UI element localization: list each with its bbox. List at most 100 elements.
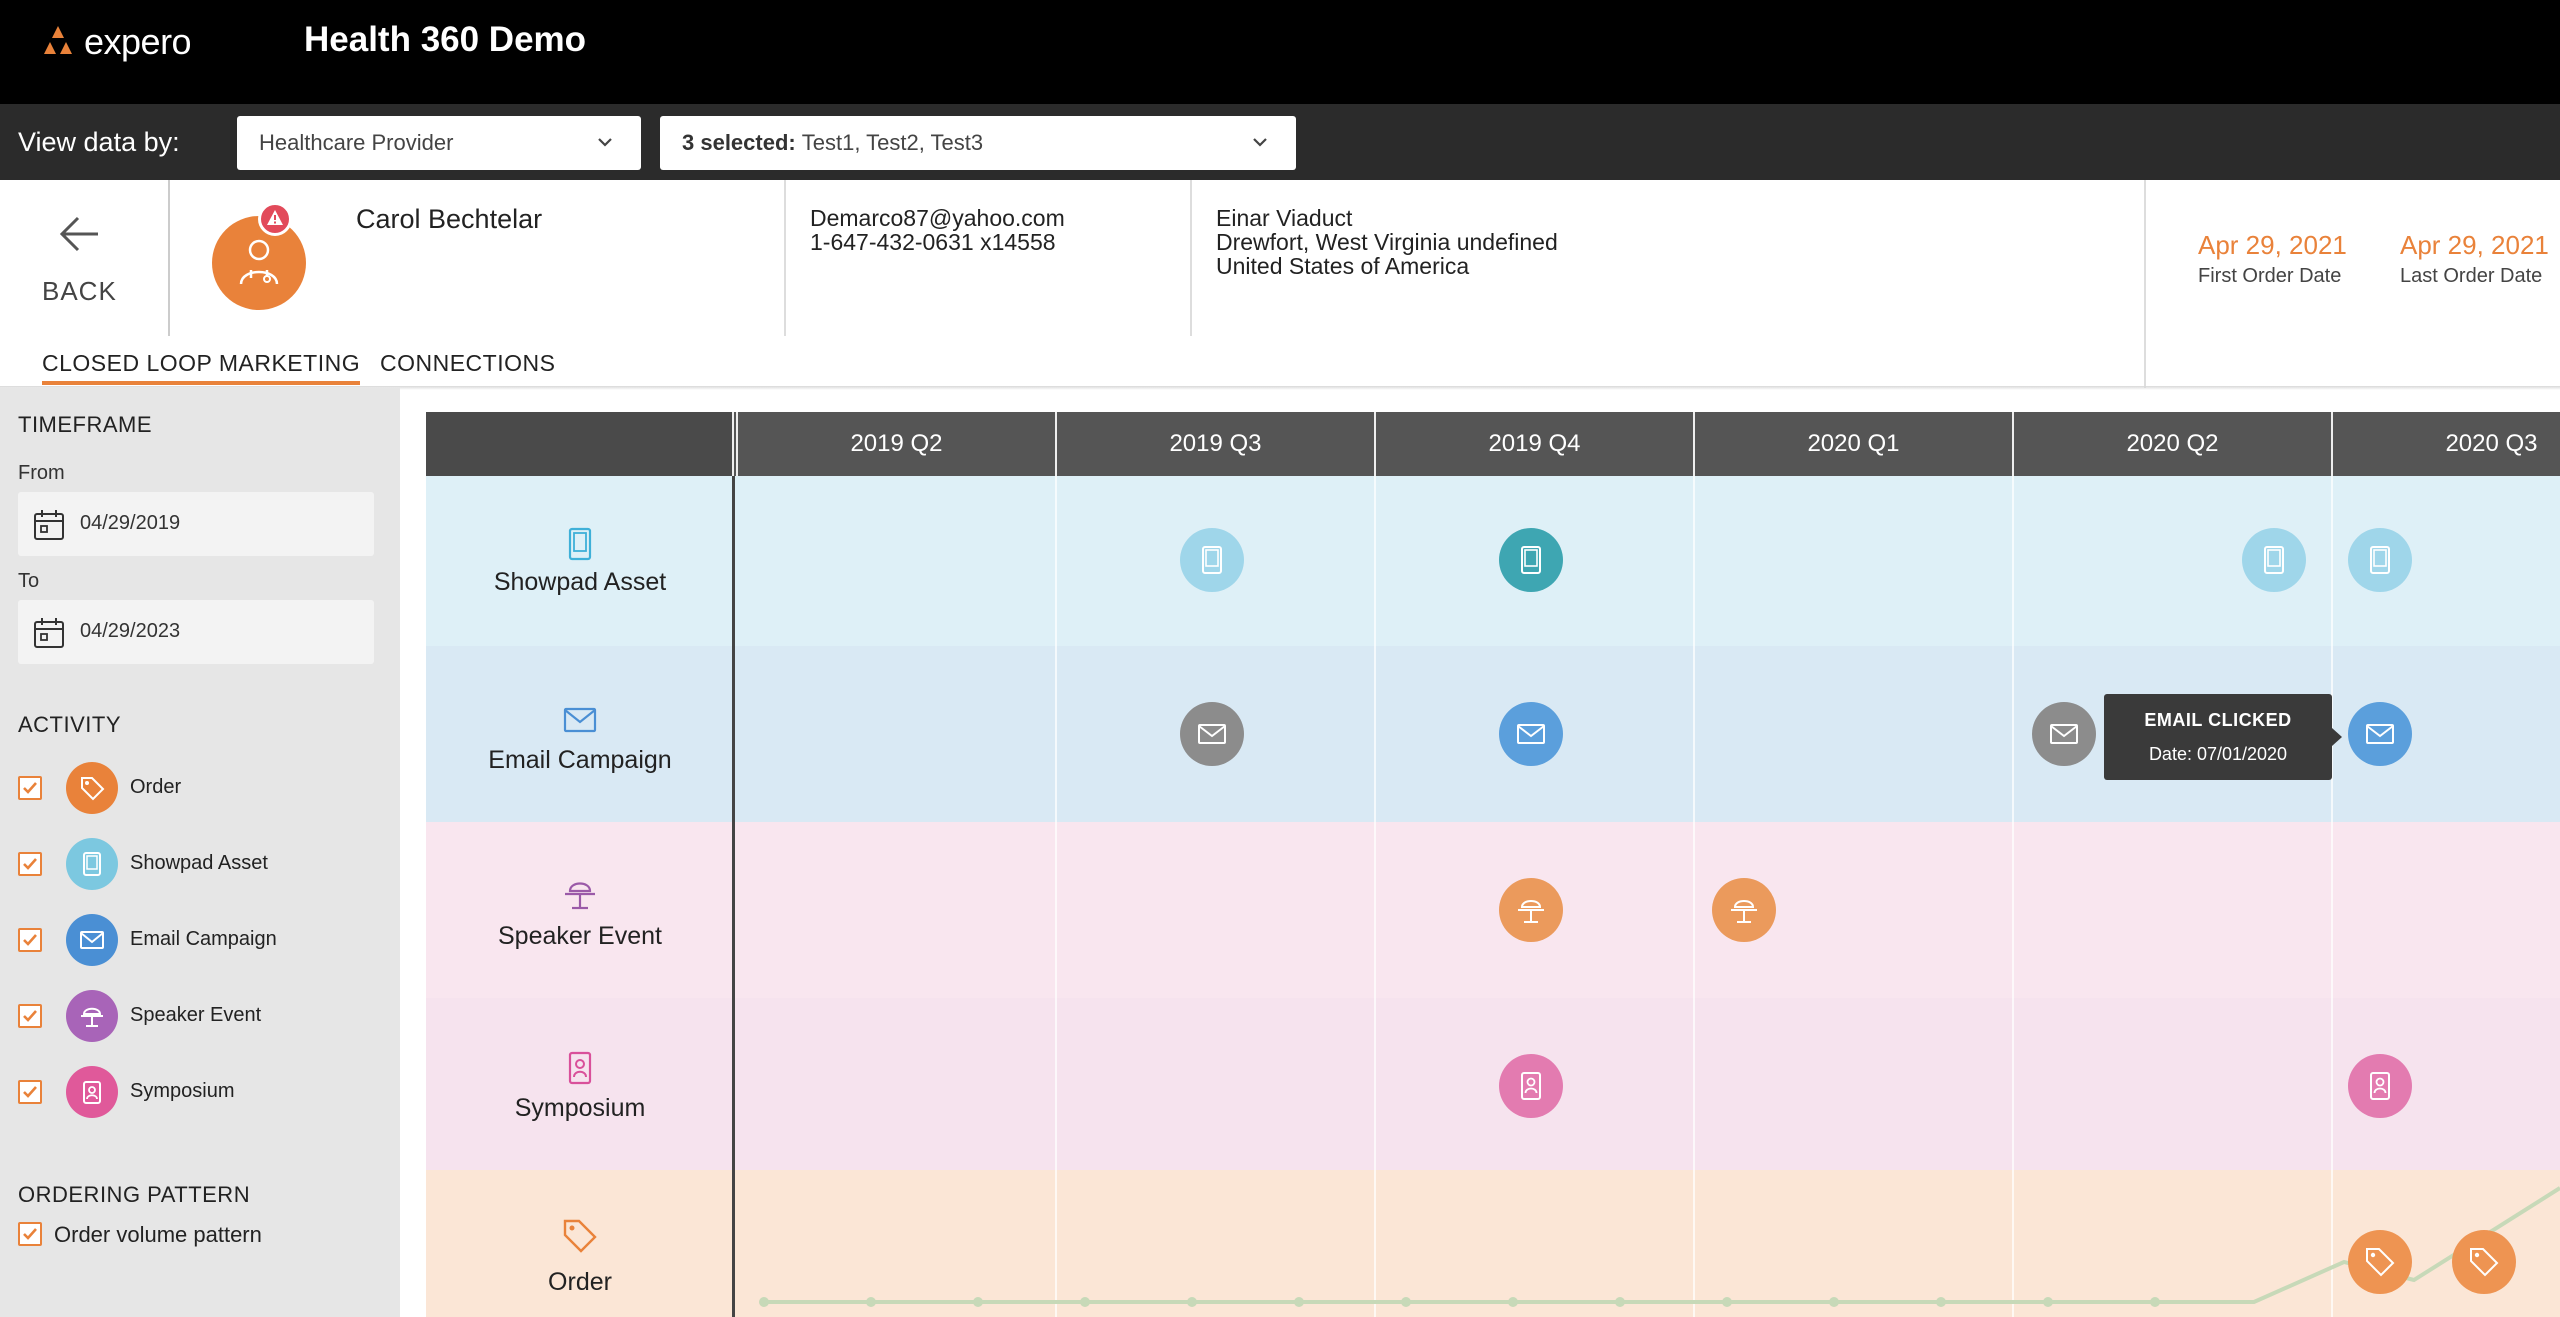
tag-icon [81,777,105,801]
address-info: Einar Viaduct Drewfort, West Virginia un… [1216,206,1558,278]
to-date-input[interactable]: 04/29/2023 [18,600,374,664]
quarter-divider [1055,476,1057,1317]
podium-icon [1518,900,1544,923]
filter-sidebar: TIMEFRAME From 04/29/2019 To 04/29/2023 … [0,388,400,1317]
header-shadow [0,386,2560,390]
order-checkbox[interactable] [18,776,42,800]
activity-label: Order [130,776,182,798]
row-label-text: Symposium [514,1094,646,1122]
first-order-date: Apr 29, 2021 First Order Date [2198,230,2347,288]
symposium-checkbox[interactable] [18,1080,42,1104]
last-order-date-label: Last Order Date [2400,265,2543,287]
symposium-event-marker[interactable] [1499,1054,1563,1118]
tag-icon [2366,1248,2395,1277]
quarter-header: 2019 Q4 [1374,412,1693,476]
order-volume-toggle[interactable]: Order volume pattern [18,1208,378,1260]
check-icon [23,1010,37,1022]
symposium-activity-icon [66,1066,118,1118]
row-label-text: Order [548,1268,612,1296]
email-checkbox[interactable] [18,928,42,952]
check-icon [23,1086,37,1098]
badge-icon [568,1051,592,1085]
to-label: To [18,570,40,592]
alert-badge [258,202,292,236]
activity-filter-speaker-event[interactable]: Speaker Event [18,990,378,1042]
tablet-icon [1202,546,1222,574]
check-icon [23,1228,37,1240]
chevron-down-icon [598,138,612,147]
tablet-icon [2370,546,2390,574]
order-event-marker[interactable] [2348,1230,2412,1294]
showpad-checkbox[interactable] [18,852,42,876]
activity-filter-order[interactable]: Order [18,762,378,814]
row-label: Showpad Asset [426,476,734,646]
tablet-icon [83,852,101,876]
timeline-row-symposium: Symposium [426,998,2560,1170]
order-volume-checkbox[interactable] [18,1222,42,1246]
view-data-label: View data by: [18,127,180,157]
check-icon [23,858,37,870]
activity-label: Symposium [130,1080,235,1102]
logo-text: expero [84,21,192,62]
showpad-event-marker[interactable] [2348,528,2412,592]
email-event-marker[interactable] [2032,702,2096,766]
activity-filter-symposium[interactable]: Symposium [18,1066,378,1118]
envelope-icon [1517,724,1545,744]
quarter-header: 2020 Q3 [2331,412,2560,476]
timeline-header: 2019 Q2 2019 Q3 2019 Q4 2020 Q1 2020 Q2 … [426,412,2560,476]
row-label: Email Campaign [426,646,734,822]
back-label: BACK [42,276,117,306]
provider-select[interactable]: Healthcare Provider [237,116,641,170]
quarter-divider [2331,476,2333,1317]
email-event-marker[interactable] [1180,702,1244,766]
email-event-marker[interactable] [1499,702,1563,766]
phone-text: 1-647-432-0631 x14558 [810,229,1056,255]
doctor-icon [239,239,279,285]
order-activity-icon [66,762,118,814]
envelope-icon [1198,724,1226,744]
activity-filter-email-campaign[interactable]: Email Campaign [18,914,378,966]
email-text[interactable]: Demarco87@yahoo.com [810,205,1065,231]
from-date-input[interactable]: 04/29/2019 [18,492,374,556]
address-line-1: Einar Viaduct [1216,205,1353,231]
order-volume-line [759,1186,2560,1307]
tests-selected-count: 3 selected: [682,130,796,155]
speaker-event-marker[interactable] [1499,878,1563,942]
from-date-value: 04/29/2019 [80,512,181,534]
row-label-text: Email Campaign [488,746,672,774]
top-bar: expero Health 360 Demo [0,0,2560,104]
tab-connections[interactable]: CONNECTIONS [380,350,556,376]
speaker-checkbox[interactable] [18,1004,42,1028]
expero-logo[interactable]: expero [40,20,192,64]
filter-bar: View data by: Healthcare Provider 3 sele… [0,104,2560,180]
tablet-icon [2264,546,2284,574]
tooltip-title: EMAIL CLICKED [2144,710,2292,730]
from-label: From [18,462,65,484]
showpad-activity-icon [66,838,118,890]
podium-icon [1731,900,1757,923]
symposium-event-marker[interactable] [2348,1054,2412,1118]
tests-multiselect[interactable]: 3 selected: Test1, Test2, Test3 [660,116,1296,170]
badge-icon [2370,1072,2390,1100]
podium-icon [565,882,595,910]
first-order-date-value: Apr 29, 2021 [2198,230,2347,260]
check-icon [23,934,37,946]
showpad-event-marker[interactable] [1499,528,1563,592]
showpad-event-marker[interactable] [1180,528,1244,592]
activity-heading: ACTIVITY [18,712,122,737]
warning-icon [267,210,283,225]
order-event-marker[interactable] [2452,1230,2516,1294]
speaker-activity-icon [66,990,118,1042]
row-label: Order [426,1170,734,1317]
showpad-event-marker[interactable] [2242,528,2306,592]
quarter-header: 2020 Q2 [2012,412,2331,476]
ordering-pattern-heading: ORDERING PATTERN [18,1182,251,1207]
back-button[interactable]: BACK [0,180,170,336]
email-event-marker[interactable] [2348,702,2412,766]
row-label-text: Speaker Event [498,922,662,950]
tooltip-date: Date: 07/01/2020 [2148,744,2288,764]
tab-closed-loop-marketing[interactable]: CLOSED LOOP MARKETING [42,350,361,385]
activity-filter-showpad-asset[interactable]: Showpad Asset [18,838,378,890]
expero-logo-icon [44,26,72,54]
speaker-event-marker[interactable] [1712,878,1776,942]
